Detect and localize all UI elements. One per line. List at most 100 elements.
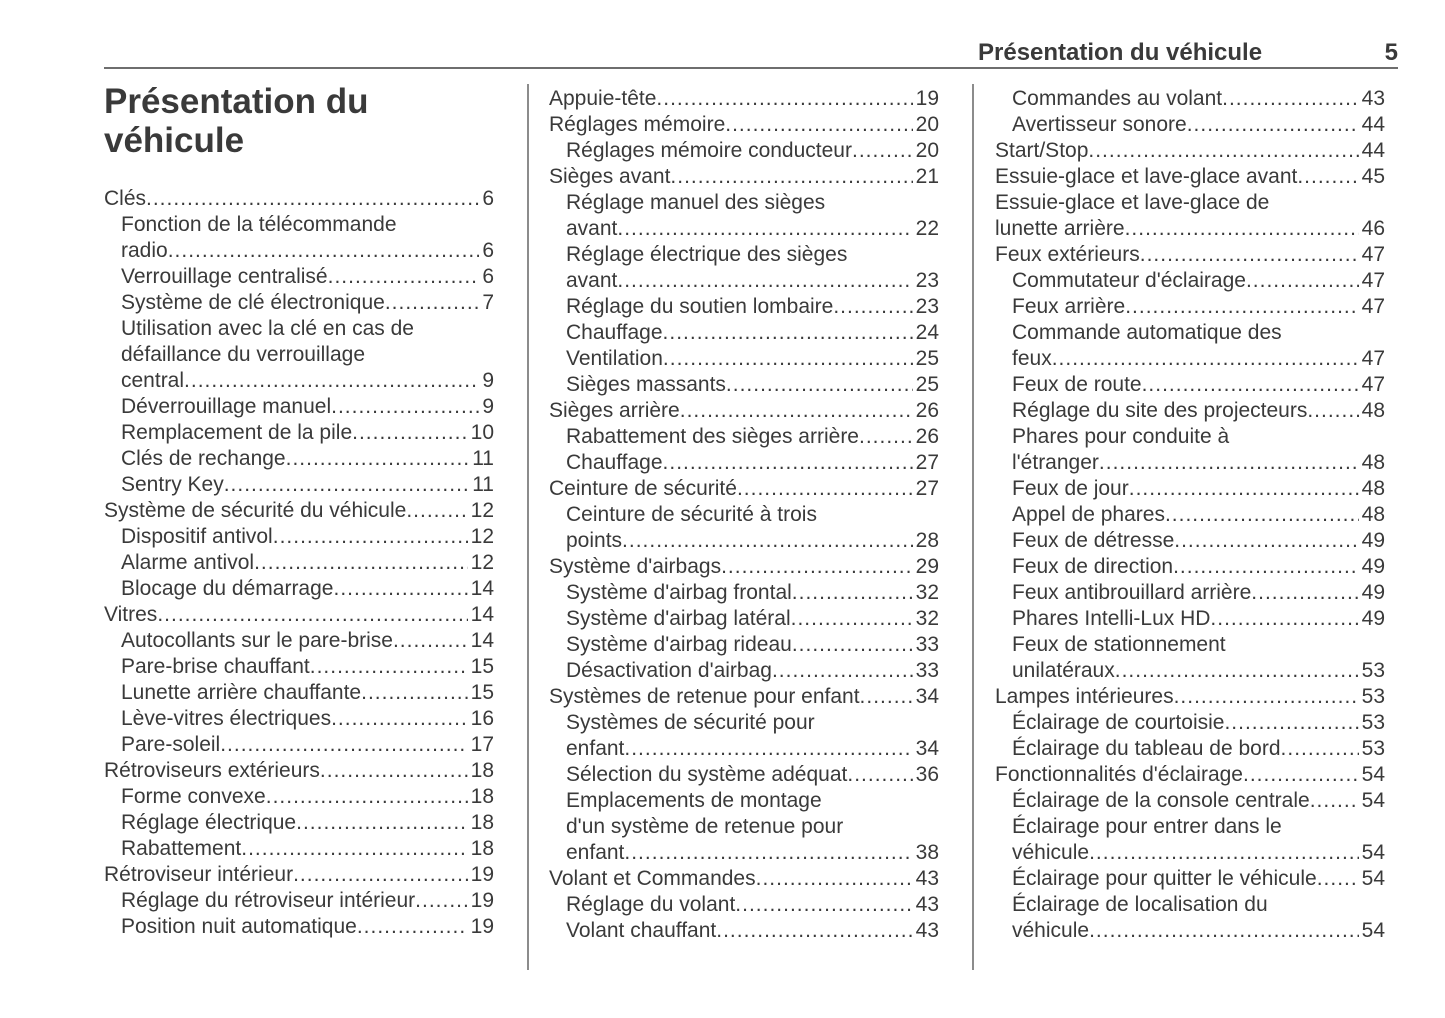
toc-entry: Réglage électrique des sièges avant 23 — [549, 242, 939, 294]
toc-page-number: 20 — [915, 113, 939, 136]
dot-leader — [617, 268, 912, 294]
dot-leader — [756, 866, 913, 892]
dot-leader — [680, 398, 913, 424]
dot-leader — [1088, 138, 1358, 164]
toc-entry: Alarme antivol 12 — [104, 550, 494, 576]
dot-leader — [1281, 736, 1359, 762]
chapter-title: Présentation du véhicule — [104, 82, 369, 160]
dot-leader — [1317, 866, 1359, 892]
toc-page-number: 54 — [1361, 867, 1385, 890]
toc-entry: Réglages mémoire 20 — [549, 112, 939, 138]
toc-page-number: 6 — [482, 265, 494, 288]
toc-entry: Chauffage 24 — [549, 320, 939, 346]
toc-entry: Appel de phares 48 — [995, 502, 1385, 528]
toc-page-number: 29 — [915, 555, 939, 578]
toc-entry: Essuie-glace et lave-glace avant 45 — [995, 164, 1385, 190]
toc-page-number: 47 — [1361, 347, 1385, 370]
toc-page-number: 11 — [472, 447, 494, 470]
toc-entry-label: Système d'airbag rideau — [566, 633, 792, 656]
toc-entry-label: Clés — [104, 187, 147, 210]
toc-page-number: 54 — [1361, 919, 1385, 942]
dot-leader — [622, 528, 913, 554]
toc-entry-label: Lunette arrière chauffante — [121, 681, 362, 704]
dot-leader — [1243, 762, 1359, 788]
toc-entry-label: Réglage électrique — [121, 811, 297, 834]
toc-page-number: 18 — [470, 837, 494, 860]
toc-entry: Clés 6 — [104, 186, 494, 212]
toc-page-number: 33 — [915, 633, 939, 656]
toc-page-number: 28 — [915, 529, 939, 552]
toc-entry: Système d'airbag latéral 32 — [549, 606, 939, 632]
dot-leader — [146, 186, 479, 212]
dot-leader — [168, 238, 480, 264]
dot-leader — [852, 138, 913, 164]
toc-entry-label: feux — [1012, 347, 1052, 370]
dot-leader — [331, 706, 468, 732]
toc-page-number: 43 — [915, 893, 939, 916]
dot-leader — [1099, 450, 1359, 476]
toc-page-number: 53 — [1361, 685, 1385, 708]
dot-leader — [331, 394, 479, 420]
toc-entry: Réglages mémoire conducteur 20 — [549, 138, 939, 164]
dot-leader — [1174, 528, 1358, 554]
toc-entry-label: Emplacements de montage — [566, 789, 822, 812]
toc-page-number: 53 — [1361, 737, 1385, 760]
toc-entry: Remplacement de la pile 10 — [104, 420, 494, 446]
toc-page-number: 9 — [482, 395, 494, 418]
toc-entry: Déverrouillage manuel 9 — [104, 394, 494, 420]
dot-leader — [1129, 476, 1359, 502]
toc-entry-label: Sièges arrière — [549, 399, 680, 422]
toc-entry-label: Utilisation avec la clé en cas de — [121, 317, 414, 340]
toc-column-1: Clés6Fonction de la télécommanderadio6Ve… — [104, 186, 494, 940]
toc-entry: Ceinture de sécurité à trois points 28 — [549, 502, 939, 554]
toc-page-number: 44 — [1361, 139, 1385, 162]
toc-page-number: 14 — [470, 603, 494, 626]
toc-entry-label: Système de clé électronique — [121, 291, 385, 314]
toc-page-number: 27 — [915, 451, 939, 474]
toc-page-number: 9 — [482, 369, 494, 392]
dot-leader — [1173, 554, 1359, 580]
toc-page-number: 22 — [915, 217, 939, 240]
toc-entry: Rétroviseur intérieur 19 — [104, 862, 494, 888]
dot-leader — [772, 658, 913, 684]
toc-entry-label: Chauffage — [566, 451, 663, 474]
dot-leader — [1297, 164, 1358, 190]
toc-entry-label: Position nuit automatique — [121, 915, 357, 938]
toc-page-number: 54 — [1361, 841, 1385, 864]
toc-entry-label: Dispositif antivol — [121, 525, 273, 548]
toc-page-number: 48 — [1361, 477, 1385, 500]
dot-leader — [273, 524, 468, 550]
dot-leader — [1307, 398, 1358, 424]
toc-entry-label: Feux de direction — [1012, 555, 1174, 578]
toc-page-number: 32 — [915, 581, 939, 604]
toc-entry-label: enfant — [566, 841, 625, 864]
toc-entry-label: Vitres — [104, 603, 158, 626]
toc-entry-label: Fonction de la télécommande — [121, 213, 397, 236]
header-page-number: 5 — [1384, 39, 1398, 66]
toc-entry-label: Blocage du démarrage — [121, 577, 334, 600]
toc-entry: Feux de route 47 — [995, 372, 1385, 398]
toc-page-number: 10 — [470, 421, 494, 444]
toc-entry: Réglage du site des projecteurs 48 — [995, 398, 1385, 424]
toc-entry-label: enfant — [566, 737, 625, 760]
dot-leader — [293, 862, 468, 888]
toc-entry-label: l'étranger — [1012, 451, 1099, 474]
toc-entry-label: Feux de jour — [1012, 477, 1129, 500]
toc-entry-label: Ceinture de sécurité à trois — [566, 503, 817, 526]
toc-entry: Système d'airbag rideau 33 — [549, 632, 939, 658]
toc-entry-label: unilatéraux — [1012, 659, 1115, 682]
header-rule — [104, 67, 1398, 69]
dot-leader — [385, 290, 480, 316]
toc-entry: Réglage manuel des sièges avant 22 — [549, 190, 939, 242]
dot-leader — [735, 892, 912, 918]
toc-page-number: 6 — [482, 239, 494, 262]
dot-leader — [1251, 580, 1358, 606]
toc-page-number: 44 — [1361, 113, 1385, 136]
toc-page-number: 48 — [1361, 399, 1385, 422]
dot-leader — [361, 680, 468, 706]
toc-entry: Commandes au volant 43 — [995, 86, 1385, 112]
toc-entry: Fonctionnalités d'éclairage 54 — [995, 762, 1385, 788]
toc-entry: Utilisation avec la clé en cas de défaill… — [104, 316, 494, 394]
toc-entry-label: Forme convexe — [121, 785, 266, 808]
dot-leader — [1140, 242, 1359, 268]
